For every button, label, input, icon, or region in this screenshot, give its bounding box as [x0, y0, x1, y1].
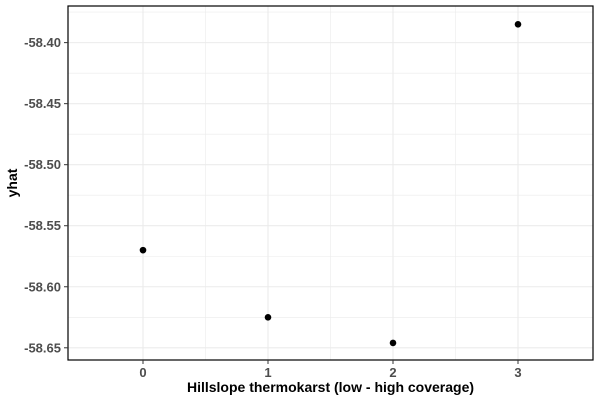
y-tick-label: -58.65	[24, 340, 61, 355]
x-tick-label: 0	[139, 365, 146, 380]
y-tick-label: -58.55	[24, 218, 61, 233]
y-tick-label: -58.45	[24, 96, 61, 111]
data-point	[139, 246, 147, 254]
y-tick-label: -58.50	[24, 157, 61, 172]
grid-lines	[68, 6, 593, 360]
axis-ticks: -58.40 -58.45 -58.50 -58.55 -58.60 -58.65 0 1 2 3	[24, 35, 521, 380]
data-point	[514, 21, 522, 28]
panel-border	[67, 5, 594, 361]
x-tick-label: 3	[514, 365, 521, 380]
data-point	[264, 313, 272, 321]
x-tick-label: 2	[389, 365, 396, 380]
x-tick-label: 1	[264, 365, 271, 380]
y-axis-title: yhat	[4, 168, 20, 197]
data-points	[139, 21, 522, 347]
x-axis-title: Hillslope thermokarst (low - high covera…	[187, 379, 474, 395]
y-tick-label: -58.60	[24, 279, 61, 294]
data-point	[389, 339, 397, 347]
y-tick-label: -58.40	[24, 35, 61, 50]
